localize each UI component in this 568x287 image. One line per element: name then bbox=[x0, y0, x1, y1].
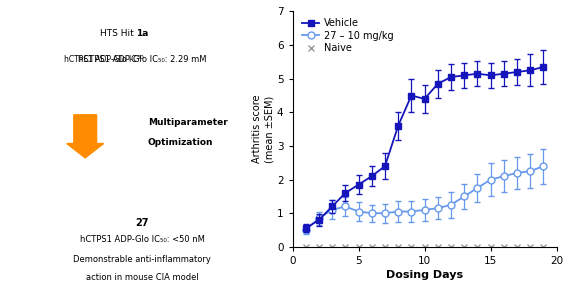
Naive bbox=[355, 245, 362, 249]
Text: Optimization: Optimization bbox=[148, 138, 213, 147]
X-axis label: Dosing Days: Dosing Days bbox=[386, 270, 463, 280]
Naive bbox=[368, 245, 375, 249]
Naive bbox=[408, 245, 415, 249]
Naive bbox=[395, 245, 402, 249]
Text: Demonstrable anti-inflammatory: Demonstrable anti-inflammatory bbox=[73, 255, 211, 264]
Naive bbox=[527, 245, 534, 249]
Naive bbox=[487, 245, 494, 249]
Text: Multiparameter: Multiparameter bbox=[148, 118, 227, 127]
Naive bbox=[513, 245, 520, 249]
Naive bbox=[421, 245, 428, 249]
FancyArrow shape bbox=[67, 115, 103, 158]
Text: hCTPS1 ADP-Glo IC₅₀: 2.29 mM: hCTPS1 ADP-Glo IC₅₀: 2.29 mM bbox=[78, 55, 206, 63]
Y-axis label: Arthritis score
(mean ±SEM): Arthritis score (mean ±SEM) bbox=[253, 95, 274, 163]
Text: hCTPS1 ADP-Glo IC₅₀: <50 nM: hCTPS1 ADP-Glo IC₅₀: <50 nM bbox=[80, 235, 204, 244]
Text: 27: 27 bbox=[135, 218, 149, 228]
Naive bbox=[382, 245, 389, 249]
Naive bbox=[315, 245, 322, 249]
Naive bbox=[474, 245, 481, 249]
Legend: Vehicle, 27 – 10 mg/kg, Naive: Vehicle, 27 – 10 mg/kg, Naive bbox=[300, 16, 396, 55]
Text: 50: 50 bbox=[136, 55, 144, 59]
Text: 1a: 1a bbox=[136, 29, 149, 38]
Line: Naive: Naive bbox=[303, 244, 546, 250]
Text: hCTPS1 ADP-Glo IC: hCTPS1 ADP-Glo IC bbox=[64, 55, 136, 63]
Text: HTS Hit: HTS Hit bbox=[100, 29, 136, 38]
Naive bbox=[435, 245, 441, 249]
Naive bbox=[302, 245, 309, 249]
Naive bbox=[329, 245, 336, 249]
Naive bbox=[540, 245, 547, 249]
Naive bbox=[342, 245, 349, 249]
Naive bbox=[461, 245, 467, 249]
Naive bbox=[500, 245, 507, 249]
Naive bbox=[448, 245, 454, 249]
Text: action in mouse CIA model: action in mouse CIA model bbox=[86, 273, 198, 282]
